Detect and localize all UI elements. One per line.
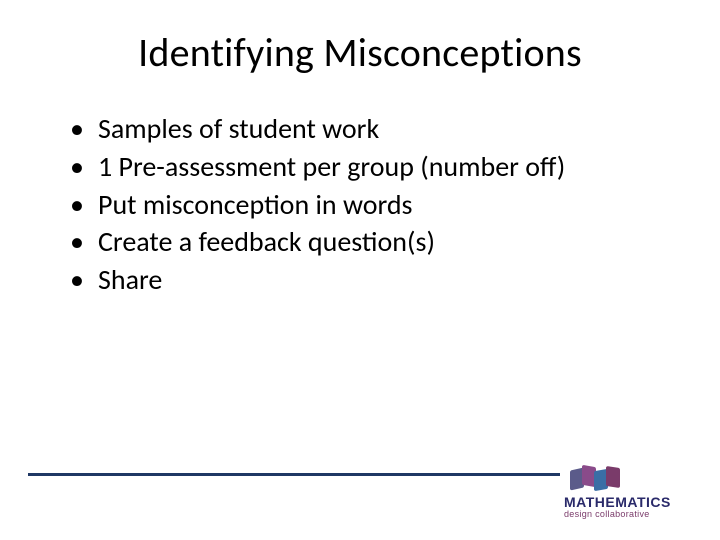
list-item: Put misconception in words: [70, 187, 660, 223]
slide-title: Identifying Misconceptions: [60, 28, 660, 77]
logo-piece: [606, 466, 620, 488]
logo: MATHEMATICS design collaborative: [564, 466, 696, 522]
list-item: Create a feedback question(s): [70, 224, 660, 260]
logo-text-main: MATHEMATICS: [564, 494, 696, 510]
footer-divider: [28, 473, 560, 476]
logo-mark-icon: [570, 466, 626, 494]
list-item: Share: [70, 262, 660, 298]
slide: Identifying Misconceptions Samples of st…: [0, 0, 720, 540]
bullet-list: Samples of student work 1 Pre-assessment…: [60, 111, 660, 298]
list-item: Samples of student work: [70, 111, 660, 147]
logo-text-sub: design collaborative: [564, 509, 696, 519]
list-item: 1 Pre-assessment per group (number off): [70, 149, 660, 185]
